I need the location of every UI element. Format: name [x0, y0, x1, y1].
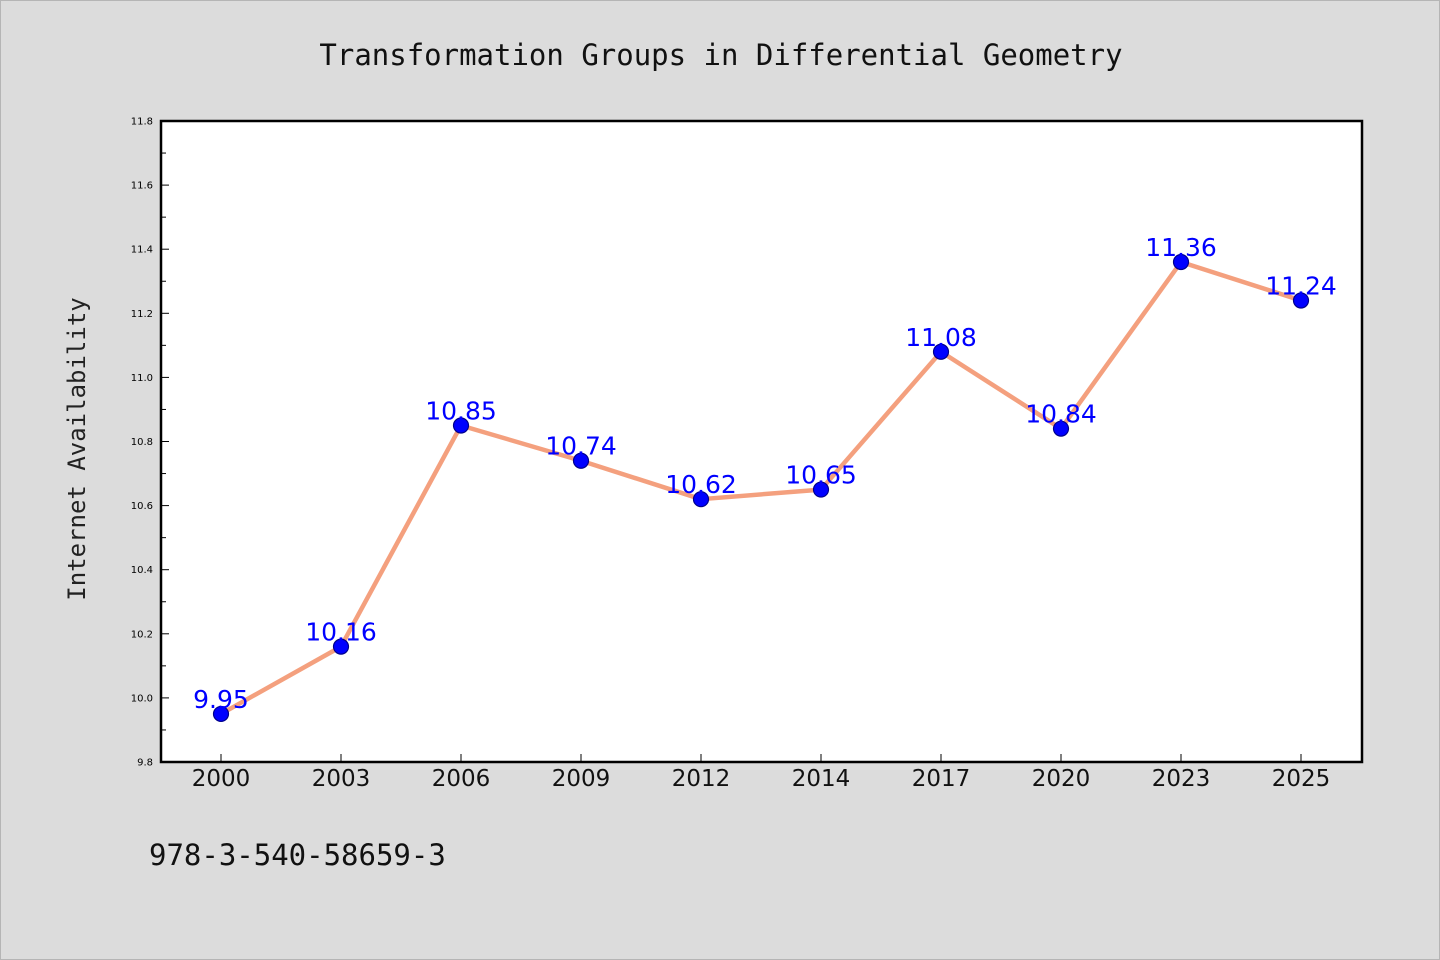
- chart-title: Transformation Groups in Differential Ge…: [319, 38, 1122, 72]
- data-label: 11.36: [1145, 233, 1217, 262]
- data-point: [1292, 292, 1310, 309]
- y-tick-label: 10.8: [131, 437, 153, 448]
- data-point: [332, 638, 350, 655]
- data-label: 9.95: [193, 685, 249, 714]
- x-tick-label: 2025: [1272, 766, 1331, 792]
- y-tick-label: 9.8: [137, 758, 153, 769]
- x-tick-label: 2023: [1152, 766, 1211, 792]
- x-tick-label: 2012: [672, 766, 731, 792]
- plot-frame: [159, 119, 1364, 764]
- y-tick-label: 11.6: [131, 181, 153, 192]
- data-point: [452, 417, 470, 434]
- footer-isbn: 978-3-540-58659-3: [149, 838, 446, 872]
- y-tick-label: 10.0: [131, 693, 153, 704]
- series-layer: [212, 253, 1310, 723]
- data-point: [572, 452, 590, 469]
- y-tick-label: 10.6: [131, 501, 153, 512]
- y-tick-label: 11.2: [131, 309, 153, 320]
- y-tick-label: 11.4: [131, 245, 153, 256]
- data-point: [212, 705, 230, 723]
- data-point: [692, 491, 710, 508]
- data-point: [812, 481, 830, 498]
- x-tick-label: 2003: [312, 766, 371, 792]
- data-point: [932, 343, 950, 360]
- data-point: [1052, 420, 1070, 437]
- x-tick-label: 2000: [192, 766, 251, 792]
- data-label: 10.65: [785, 461, 857, 490]
- data-point: [1172, 253, 1190, 271]
- x-tick-label: 2009: [552, 766, 611, 792]
- data-label: 11.08: [905, 323, 977, 352]
- y-tick-label: 10.4: [131, 565, 153, 576]
- data-labels: 9.95 10.16 10.85 10.74 10.62 10.65 11.08 10.84 1…: [193, 233, 1337, 714]
- y-axis: 9.8 10.0 10.2 10.4 10.6 10.8 11.0 11.2 11.4 11.6 1…: [131, 117, 169, 769]
- y-tick-label: 11.0: [131, 373, 153, 384]
- data-label: 10.84: [1025, 400, 1097, 429]
- x-tick-label: 2014: [792, 766, 851, 792]
- data-label: 10.74: [545, 432, 617, 461]
- x-tick-label: 2006: [432, 766, 491, 792]
- data-label: 10.85: [425, 396, 497, 425]
- plot-area: [161, 121, 1362, 762]
- data-label: 10.62: [665, 470, 737, 499]
- series-line: [218, 259, 1304, 717]
- data-label: 11.24: [1265, 271, 1337, 300]
- data-label: 10.16: [305, 618, 377, 647]
- y-axis-label: Internet Availability: [63, 297, 91, 600]
- y-tick-label: 10.2: [131, 629, 153, 640]
- x-axis: 2000 2003 2006 2009 2012 2014 2017 2020 2023 2025: [192, 754, 1331, 792]
- y-tick-label: 11.8: [131, 117, 153, 128]
- x-tick-label: 2020: [1032, 766, 1091, 792]
- x-tick-label: 2017: [912, 766, 971, 792]
